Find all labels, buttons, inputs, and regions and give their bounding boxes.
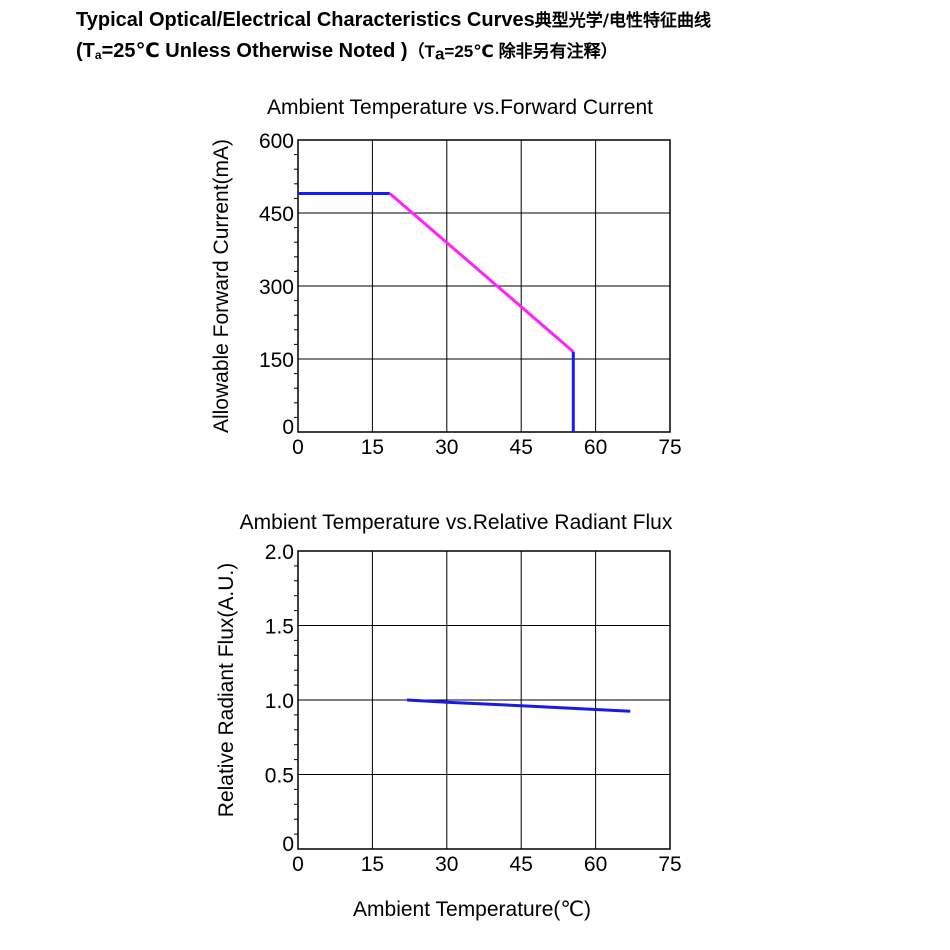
chart1-x-tick-label: 15 bbox=[361, 436, 384, 459]
chart1-y-tick-label: 0 bbox=[282, 416, 294, 439]
page-subheading: (Ta=25℃ Unless Otherwise Noted )（Ta=25℃ … bbox=[76, 37, 618, 65]
chart2-x-tick-label: 0 bbox=[292, 853, 304, 876]
chart2-y-tick-label: 1.5 bbox=[265, 616, 294, 639]
heading-english: Typical Optical/Electrical Characteristi… bbox=[76, 9, 535, 31]
chart1-x-tick-label: 60 bbox=[584, 436, 607, 459]
chart1-y-tick-label: 600 bbox=[259, 130, 294, 153]
chart2-x-axis-label: Ambient Temperature(℃) bbox=[353, 898, 591, 921]
chart1-y-tick-label: 450 bbox=[259, 203, 294, 226]
chart1-y-tick-label: 150 bbox=[259, 349, 294, 372]
chart2-y-tick-label: 2.0 bbox=[265, 541, 294, 564]
chart2-x-tick-label: 15 bbox=[361, 853, 384, 876]
chart1-x-tick-label: 30 bbox=[435, 436, 458, 459]
chart2-plot-frame bbox=[297, 550, 671, 850]
subheading-note-rest: =25℃ 除非另有注释） bbox=[444, 42, 618, 61]
chart1-plot-frame bbox=[297, 139, 671, 433]
subheading-sub: a bbox=[94, 47, 102, 62]
subheading-open: (T bbox=[76, 40, 95, 62]
chart2-y-tick-label: 0.5 bbox=[265, 765, 294, 788]
chart1-y-axis-label: Allowable Forward Current(mA) bbox=[210, 139, 233, 433]
chart2-x-tick-label: 30 bbox=[435, 853, 458, 876]
chart2-series-line-1 bbox=[407, 698, 631, 713]
chart1-x-tick-label: 45 bbox=[510, 436, 533, 459]
chart2-y-axis-label: Relative Radiant Flux(A.U.) bbox=[215, 563, 238, 817]
chart2-x-tick-label: 60 bbox=[584, 853, 607, 876]
heading-chinese: 典型光学/电性特征曲线 bbox=[534, 11, 711, 31]
chart1-x-tick-label: 0 bbox=[292, 436, 304, 459]
chart2-x-tick-label: 75 bbox=[658, 853, 681, 876]
subheading-note-sub: a bbox=[434, 44, 445, 64]
chart1-x-tick-label: 75 bbox=[658, 436, 681, 459]
chart2-y-tick-label: 1.0 bbox=[265, 690, 294, 713]
chart1-series-line-2 bbox=[388, 192, 575, 353]
chart2-y-tick-label: 0 bbox=[282, 833, 294, 856]
chart1-y-tick-label: 300 bbox=[259, 276, 294, 299]
chart1-title: Ambient Temperature vs.Forward Current bbox=[267, 96, 653, 119]
subheading-note-open: （T bbox=[407, 42, 435, 61]
page-heading: Typical Optical/Electrical Characteristi… bbox=[76, 6, 711, 32]
chart2-title: Ambient Temperature vs.Relative Radiant … bbox=[240, 511, 673, 534]
chart2-x-tick-label: 45 bbox=[510, 853, 533, 876]
subheading-condition: =25℃ Unless Otherwise Noted ) bbox=[101, 40, 408, 62]
